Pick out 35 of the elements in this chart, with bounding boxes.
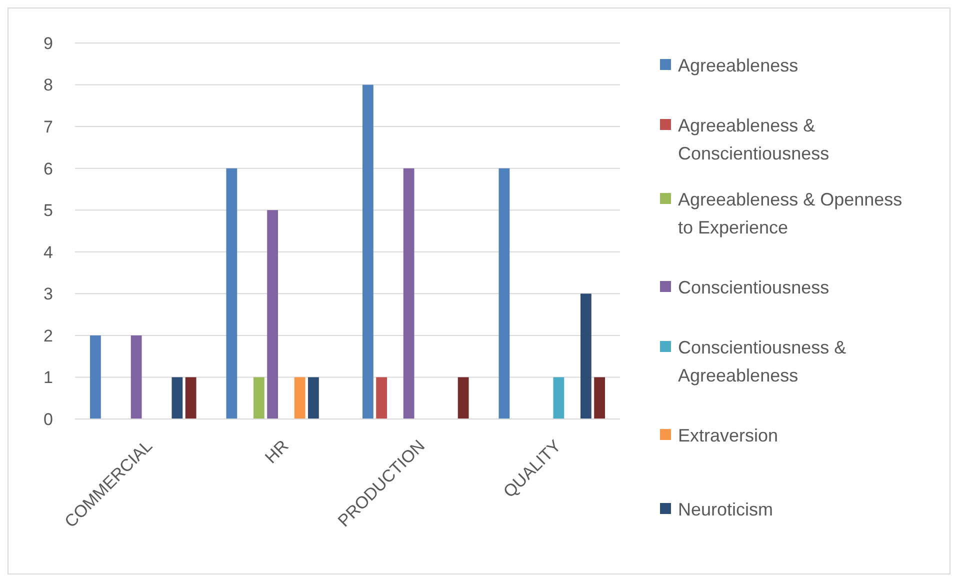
bar bbox=[498, 168, 510, 419]
bar bbox=[130, 335, 142, 419]
legend-label: Agreeableness bbox=[678, 55, 798, 76]
bar bbox=[553, 377, 564, 419]
y-tick-label: 2 bbox=[44, 326, 53, 346]
legend-label: Agreeableness & Conscientiousness bbox=[678, 115, 830, 164]
bar bbox=[294, 377, 306, 419]
legend-label: Conscientiousness & Agreeableness bbox=[678, 337, 846, 386]
legend-label: Conscientiousness bbox=[678, 277, 830, 298]
legend-label: Agreeableness & Openness to Experience bbox=[678, 189, 902, 238]
y-tick-label: 3 bbox=[44, 284, 53, 304]
bar bbox=[580, 294, 592, 419]
bar bbox=[226, 168, 238, 419]
bar bbox=[90, 335, 101, 419]
bar bbox=[594, 377, 606, 419]
y-tick-label: 6 bbox=[44, 159, 53, 178]
y-tick-label: 8 bbox=[44, 76, 53, 95]
bar bbox=[267, 210, 278, 419]
y-tick-label: 7 bbox=[44, 118, 53, 137]
bar bbox=[362, 84, 374, 419]
bar bbox=[253, 377, 264, 419]
legend-label: Extraversion bbox=[678, 425, 778, 446]
bar bbox=[403, 168, 414, 419]
bar bbox=[172, 377, 183, 419]
y-tick-label: 4 bbox=[44, 242, 53, 262]
legend-label: Neuroticism bbox=[678, 499, 774, 520]
bar bbox=[458, 377, 469, 419]
bar bbox=[185, 377, 196, 419]
bar bbox=[308, 377, 319, 419]
bar bbox=[376, 377, 388, 419]
x-tick-label: HR bbox=[261, 436, 292, 468]
y-tick-label: 0 bbox=[44, 410, 53, 429]
y-tick-label: 9 bbox=[44, 34, 53, 53]
y-tick-label: 5 bbox=[44, 201, 53, 220]
y-tick-label: 1 bbox=[44, 368, 53, 388]
